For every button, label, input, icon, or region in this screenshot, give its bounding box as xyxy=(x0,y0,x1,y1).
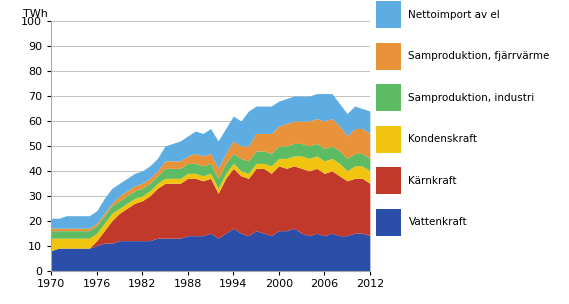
FancyBboxPatch shape xyxy=(376,167,401,194)
FancyBboxPatch shape xyxy=(376,2,401,28)
Text: Kondenskraft: Kondenskraft xyxy=(409,134,477,144)
Text: Nettoimport av el: Nettoimport av el xyxy=(409,10,500,20)
Text: Samproduktion, industri: Samproduktion, industri xyxy=(409,93,535,103)
Text: Kärnkraft: Kärnkraft xyxy=(409,176,457,186)
FancyBboxPatch shape xyxy=(376,209,401,236)
FancyBboxPatch shape xyxy=(376,126,401,153)
Text: TWh: TWh xyxy=(23,9,47,19)
Text: Vattenkraft: Vattenkraft xyxy=(409,217,467,227)
Text: Samproduktion, fjärrvärme: Samproduktion, fjärrvärme xyxy=(409,51,550,61)
FancyBboxPatch shape xyxy=(376,43,401,70)
FancyBboxPatch shape xyxy=(376,85,401,111)
